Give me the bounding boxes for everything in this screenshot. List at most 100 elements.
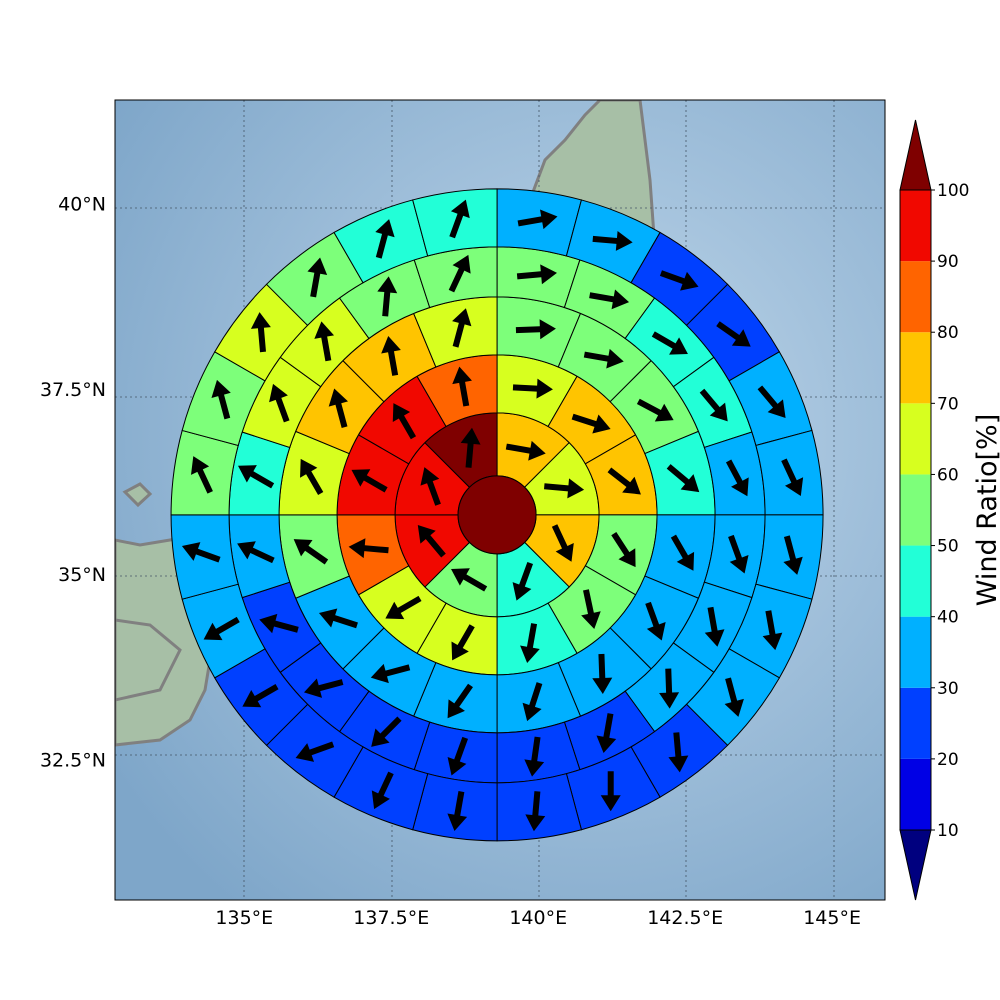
wind-arrow-ring5-1: [517, 209, 558, 230]
colorbar-band-7: [900, 332, 931, 404]
wind-arrow-ring4-7: [704, 606, 725, 647]
y-tick-labels: 40°N 37.5°N 35°N 32.5°N: [40, 194, 106, 772]
map-frame: [114, 99, 886, 901]
x-tick-label-2: 137.5°E: [353, 907, 429, 929]
wind-arrow-ring1-8: [460, 427, 481, 468]
wind-arrow-ring2-2: [571, 413, 611, 434]
colorbar-extend-max: [899, 119, 932, 191]
wind-arrow-ring5-19: [191, 456, 213, 494]
wind-arrow-ring4-15: [237, 541, 275, 564]
wind-arrow-ring2-3: [607, 467, 641, 495]
wind-arrow-ring3-5: [670, 534, 695, 571]
sector-layer: [170, 188, 824, 842]
colorbar-band-1: [900, 758, 931, 830]
wind-arrow-ring5-22: [307, 257, 328, 298]
wind-arrow-ring3-14: [328, 388, 349, 428]
wind-arrow-ring4-8: [659, 668, 680, 709]
wind-arrow-ring2-12: [452, 366, 472, 407]
wind-arrow-ring3-9: [447, 683, 473, 719]
wind-arrow-ring4-18: [314, 321, 335, 362]
wind-arrow-ring4-5: [725, 459, 749, 497]
wind-arrow-ring5-3: [659, 270, 699, 291]
colorbar: 10 20 30 40 50 60 70 80 90 100: [899, 119, 969, 901]
wind-arrow-ring3-10: [370, 663, 411, 684]
wind-arrow-ring1-1: [505, 440, 546, 461]
colorbar-band-2: [900, 687, 931, 759]
wind-arrow-ring3-8: [522, 682, 543, 722]
colorbar-band-6: [900, 403, 931, 475]
wind-arrow-ring4-16: [238, 465, 275, 489]
wind-arrow-ring5-2: [592, 230, 633, 251]
wind-arrow-ring2-10: [351, 469, 388, 493]
wind-arrow-ring5-10: [668, 732, 689, 773]
wind-arrow-ring5-21: [250, 312, 271, 353]
wind-arrow-ring1-4: [512, 562, 534, 601]
wind-arrow-ring4-20: [448, 254, 471, 293]
wind-arrow-ring5-18: [181, 542, 221, 563]
sector-ring5-12: [496, 773, 583, 842]
wind-arrow-ring4-2: [589, 289, 630, 310]
colorbar-band-4: [900, 545, 931, 617]
wind-arrow-ring5-15: [295, 741, 335, 762]
wind-arrow-ring3-13: [300, 458, 324, 496]
colorbar-outline: [899, 189, 932, 831]
wind-arrow-ring2-5: [581, 589, 601, 629]
wind-arrow-ring2-7: [451, 624, 475, 661]
colorbar-band-9: [900, 190, 931, 262]
colorbar-title: Wind Ratio[%]: [972, 414, 1000, 606]
wind-arrow-ring5-20: [211, 379, 231, 420]
wind-arrow-ring5-4: [716, 321, 751, 347]
wind-arrow-ring4-17: [269, 383, 290, 423]
wind-arrow-ring5-11: [600, 771, 621, 812]
colorbar-band-3: [900, 616, 931, 688]
y-tick-label-1: 40°N: [58, 194, 106, 216]
wind-arrow-ring3-3: [636, 398, 674, 422]
wind-arrow-ring3-12: [293, 539, 329, 565]
wind-arrow-ring4-3: [651, 331, 688, 355]
wind-arrow-ring3-1: [515, 319, 556, 340]
center-disk: [457, 475, 537, 555]
colorbar-tick-label-5: 50: [937, 537, 959, 557]
y-tick-label-4: 32.5°N: [40, 749, 106, 771]
x-tick-label-5: 145°E: [803, 907, 861, 929]
arrow-layer: [181, 199, 804, 832]
wind-arrow-ring2-9: [348, 538, 389, 559]
x-tick-label-3: 140°E: [509, 907, 567, 929]
wind-arrow-ring5-24: [449, 199, 470, 239]
wind-arrow-ring2-6: [520, 623, 540, 664]
colorbar-tick-label-8: 80: [937, 323, 959, 343]
wind-arrow-ring5-5: [757, 385, 786, 419]
wind-arrow-ring1-7: [420, 467, 441, 506]
x-tick-label-1: 135°E: [215, 907, 273, 929]
map-axes: 135°E 137.5°E 140°E 142.5°E 145°E 40°N 37.5°N…: [40, 99, 886, 929]
wind-arrow-ring5-6: [781, 458, 804, 496]
wind-arrow-ring3-6: [645, 601, 666, 641]
wind-arrow-ring3-4: [666, 464, 700, 493]
wind-arrow-ring1-5: [451, 568, 488, 592]
wind-arrow-ring5-16: [242, 684, 279, 708]
wind-arrow-ring4-12: [371, 716, 402, 747]
wind-arrow-ring3-15: [381, 336, 401, 376]
colorbar-tick-label-3: 30: [937, 679, 959, 699]
colorbar-tick-label-9: 90: [937, 252, 959, 272]
colorbar-tick-label-6: 60: [937, 465, 959, 485]
x-tick-labels: 135°E 137.5°E 140°E 142.5°E 145°E: [215, 907, 861, 929]
wind-arrow-ring5-13: [447, 791, 468, 831]
colorbar-tick-label-4: 40: [937, 608, 959, 628]
wind-arrow-ring4-19: [377, 276, 398, 317]
small-island-1: [122, 482, 153, 508]
wind-arrow-ring1-2: [544, 478, 585, 499]
wind-arrow-ring4-13: [303, 678, 344, 698]
wind-arrow-ring1-6: [417, 524, 446, 558]
wind-arrow-ring3-11: [318, 608, 358, 629]
wind-arrow-ring4-10: [524, 736, 545, 777]
colorbar-tick-label-7: 70: [937, 394, 959, 414]
colorbar-band-8: [900, 261, 931, 333]
wind-arrow-ring2-11: [392, 403, 417, 440]
hokkaido-edge-land: [115, 618, 182, 702]
wind-arrow-ring2-1: [512, 378, 553, 399]
wind-arrow-ring5-14: [371, 771, 394, 810]
wind-arrow-ring2-4: [611, 531, 636, 568]
wind-arrow-ring5-9: [724, 677, 744, 717]
